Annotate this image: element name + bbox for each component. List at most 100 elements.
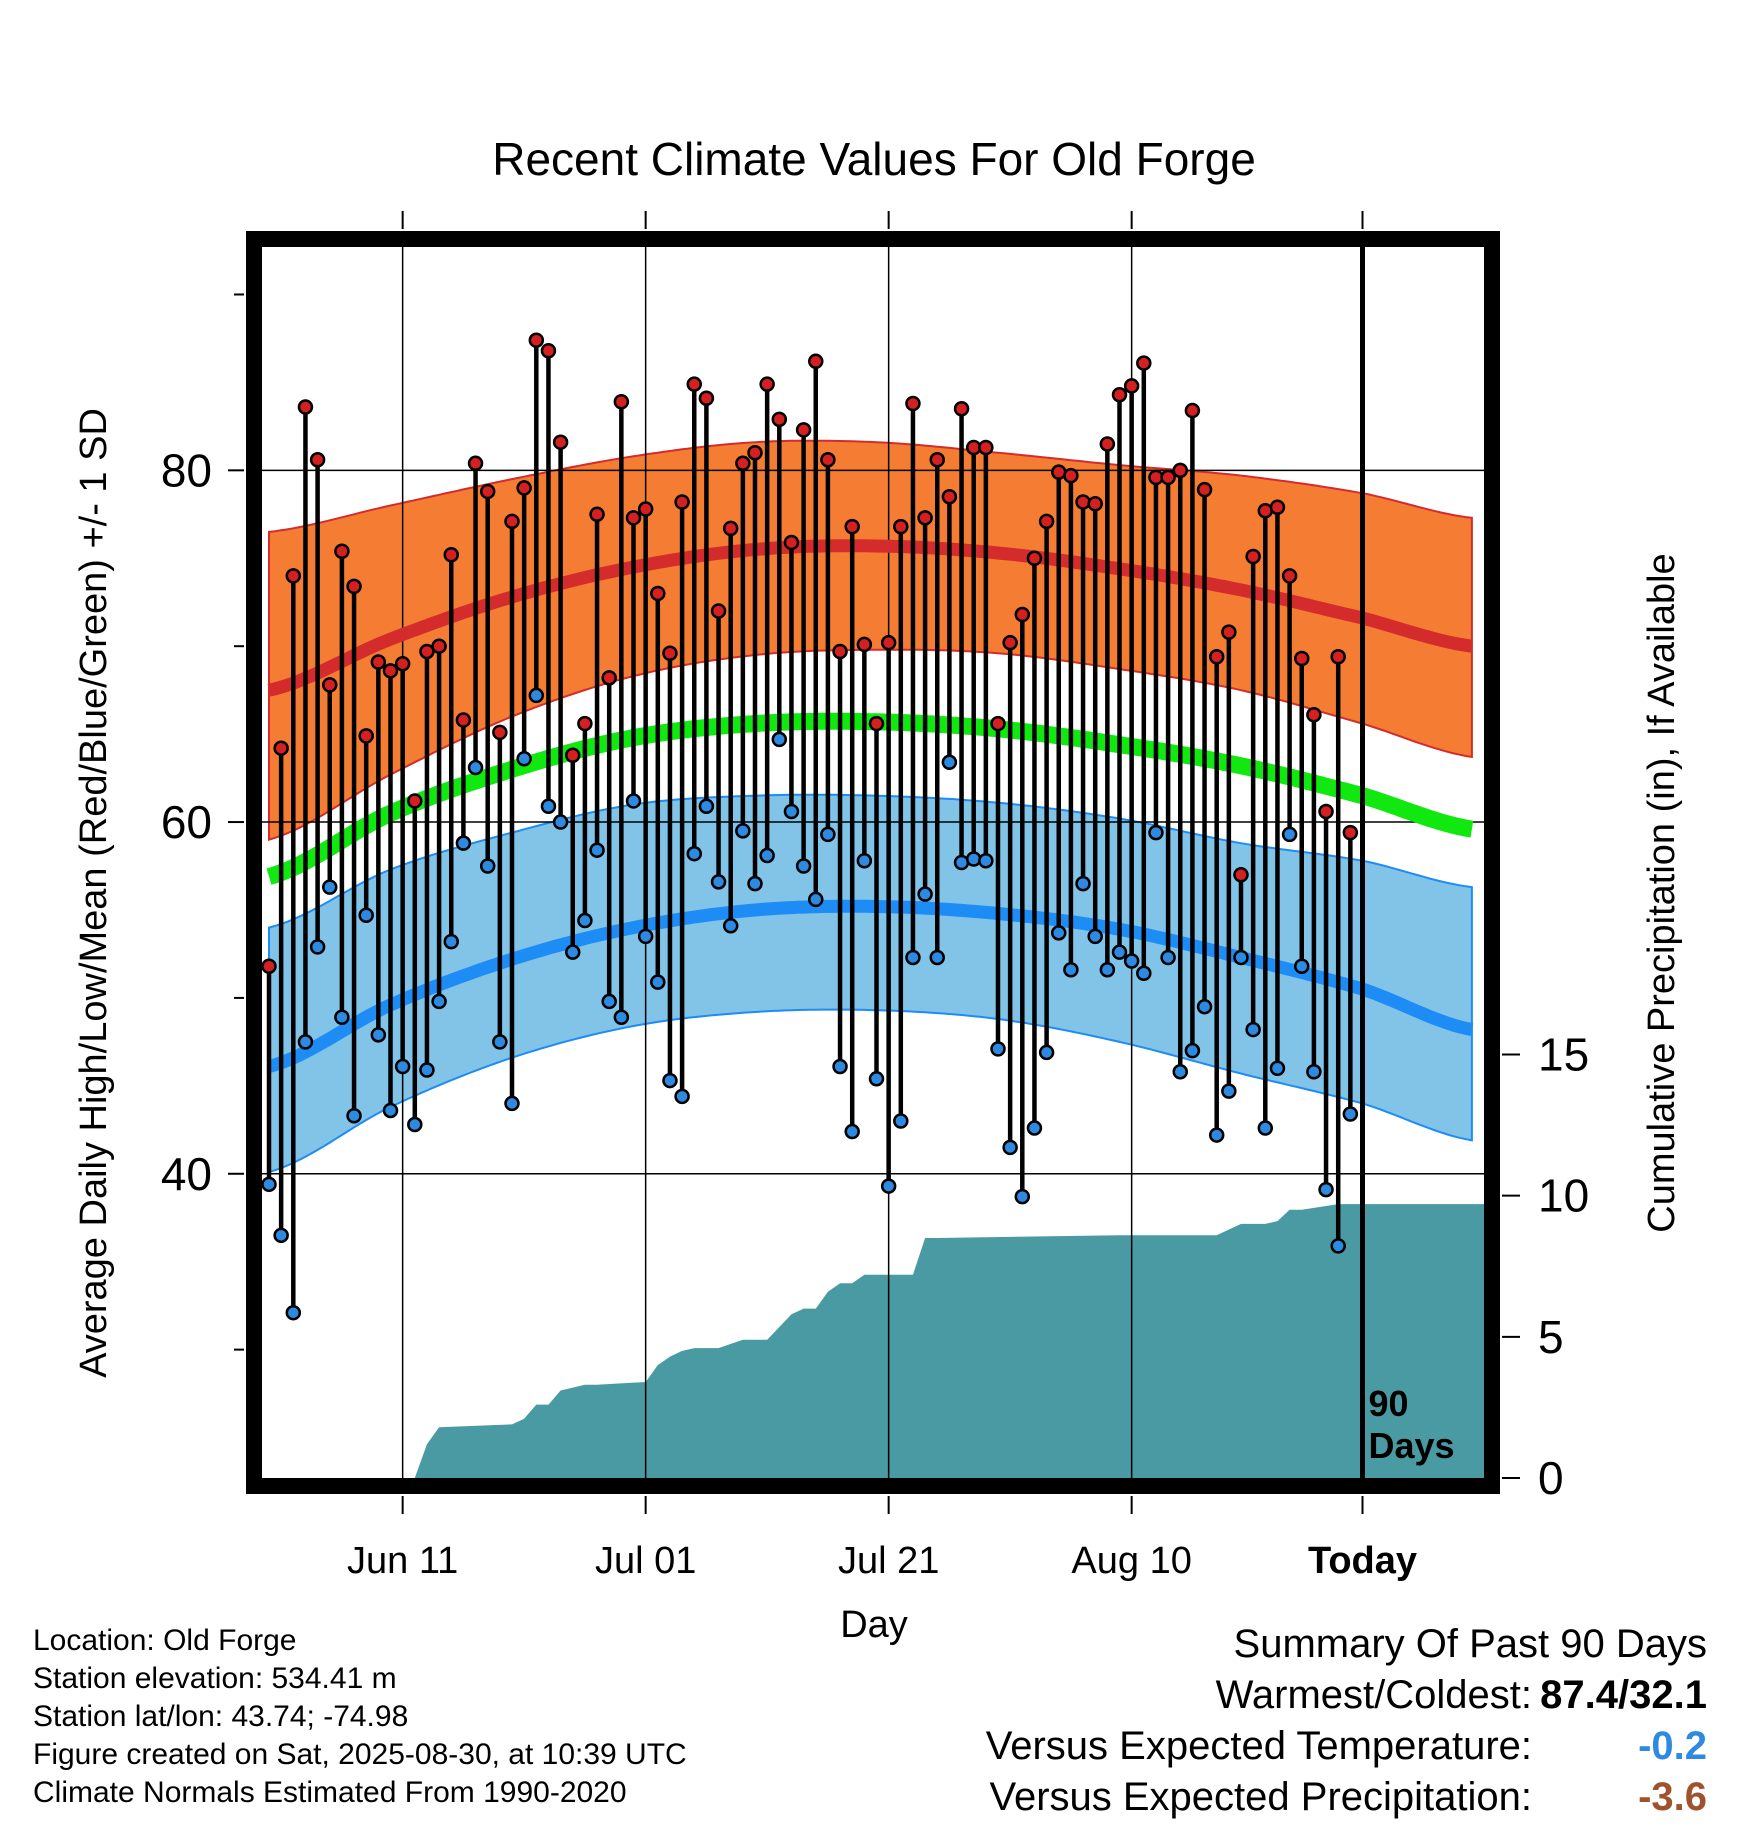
daily-low-point <box>637 928 654 945</box>
daily-low-point <box>297 1034 314 1050</box>
daily-low-point <box>662 1072 678 1089</box>
daily-low-point <box>747 875 763 892</box>
daily-low-point <box>1123 953 1140 969</box>
daily-high-point <box>334 543 350 559</box>
x-tick-label: Today <box>1308 1540 1417 1582</box>
daily-low-point <box>905 949 921 966</box>
daily-high-point <box>1075 494 1091 510</box>
daily-low-point <box>832 1058 848 1075</box>
daily-high-point <box>710 603 727 619</box>
daily-low-point <box>565 944 581 960</box>
daily-high-point <box>929 452 945 468</box>
daily-high-point <box>1281 568 1298 584</box>
daily-low-point <box>771 731 788 748</box>
x-tick-label: Aug 10 <box>1071 1540 1191 1582</box>
daily-low-point <box>285 1304 302 1321</box>
latlon-text: Station lat/lon: 43.74; -74.98 <box>33 1700 409 1733</box>
daily-low-point <box>795 858 812 874</box>
y-axis-label: Average Daily High/Low/Mean (Red/Blue/Gr… <box>73 408 115 1378</box>
daily-low-point <box>844 1123 860 1140</box>
daily-high-point <box>479 483 496 500</box>
daily-low-point <box>868 1071 885 1087</box>
x-tick-label: Jul 01 <box>595 1540 696 1582</box>
daily-low-point <box>382 1102 399 1119</box>
daily-high-point <box>1123 378 1140 394</box>
daily-high-point <box>1038 513 1055 530</box>
daily-high-point <box>1160 469 1176 486</box>
daily-high-point <box>941 488 958 505</box>
daily-low-point <box>358 907 374 924</box>
daily-high-point <box>528 332 545 348</box>
daily-low-point <box>1136 965 1152 982</box>
daily-high-point <box>262 958 277 975</box>
daily-low-point <box>735 823 751 839</box>
daily-low-point <box>1075 875 1091 892</box>
daily-high-point <box>625 510 642 526</box>
y2-tick-label: 5 <box>1538 1311 1564 1363</box>
daily-high-point <box>273 740 289 756</box>
daily-high-point <box>905 395 921 412</box>
daily-low-point <box>1111 944 1128 960</box>
daily-high-point <box>382 663 399 679</box>
daily-low-point <box>1342 1106 1359 1122</box>
plot-border <box>246 231 1500 1494</box>
daily-low-point <box>1208 1127 1225 1143</box>
daily-low-point <box>1184 1042 1201 1059</box>
daily-low-point <box>965 851 982 867</box>
daily-high-point <box>601 670 617 686</box>
daily-high-point <box>1221 624 1237 640</box>
daily-low-point <box>322 879 338 895</box>
daily-high-point <box>346 578 362 595</box>
daily-low-point <box>808 891 824 908</box>
daily-low-point <box>516 750 532 767</box>
daily-low-point <box>1172 1064 1188 1080</box>
daily-high-point <box>674 494 690 510</box>
y2-tick-label: 0 <box>1538 1452 1564 1504</box>
daily-high-point <box>1245 548 1261 565</box>
daily-low-point <box>528 687 545 704</box>
y-tick-label: 60 <box>161 796 212 848</box>
warmest-coldest-value: 87.4/32.1 <box>1540 1673 1707 1717</box>
daily-low-point <box>1281 826 1298 843</box>
daily-high-point <box>552 434 569 450</box>
daily-low-point <box>820 826 836 843</box>
daily-high-point <box>1294 650 1310 667</box>
daily-high-point <box>1026 550 1043 567</box>
daily-low-point <box>370 1027 387 1043</box>
daily-high-point <box>285 568 302 584</box>
precip-departure-label: Versus Expected Precipitation: <box>989 1775 1532 1819</box>
daily-low-point <box>334 1009 350 1026</box>
daily-low-point <box>431 993 447 1010</box>
daily-high-point <box>1002 634 1018 651</box>
created-text: Figure created on Sat, 2025-08-30, at 10… <box>33 1738 687 1771</box>
daily-high-point <box>297 399 314 415</box>
daily-low-point <box>880 1178 897 1194</box>
daily-high-point <box>880 634 897 651</box>
daily-high-point <box>917 510 933 526</box>
daily-low-point <box>990 1041 1006 1057</box>
summary-warmest-coldest: Warmest/Coldest: 87.4/32.1 <box>1216 1673 1707 1718</box>
y2-tick-label: 10 <box>1538 1170 1589 1222</box>
daily-high-point <box>467 455 484 472</box>
daily-high-point <box>1184 402 1201 419</box>
daily-low-point <box>1026 1120 1043 1136</box>
daily-low-point <box>941 754 958 771</box>
daily-low-point <box>1014 1188 1031 1205</box>
daily-high-point <box>443 547 459 563</box>
daily-high-point <box>492 724 508 741</box>
daily-high-point <box>1063 467 1079 484</box>
daily-low-point <box>394 1058 411 1075</box>
daily-high-point <box>1306 707 1322 723</box>
daily-low-point <box>492 1034 508 1050</box>
daily-high-point <box>747 445 763 461</box>
daily-high-point <box>1136 355 1152 371</box>
daily-low-point <box>309 939 326 955</box>
daily-high-point <box>1330 648 1346 665</box>
daily-low-point <box>1269 1060 1286 1077</box>
daily-low-point <box>601 993 617 1010</box>
daily-low-point <box>346 1107 362 1124</box>
daily-high-point <box>589 506 605 523</box>
daily-high-point <box>565 747 581 763</box>
daily-high-point <box>686 376 702 392</box>
